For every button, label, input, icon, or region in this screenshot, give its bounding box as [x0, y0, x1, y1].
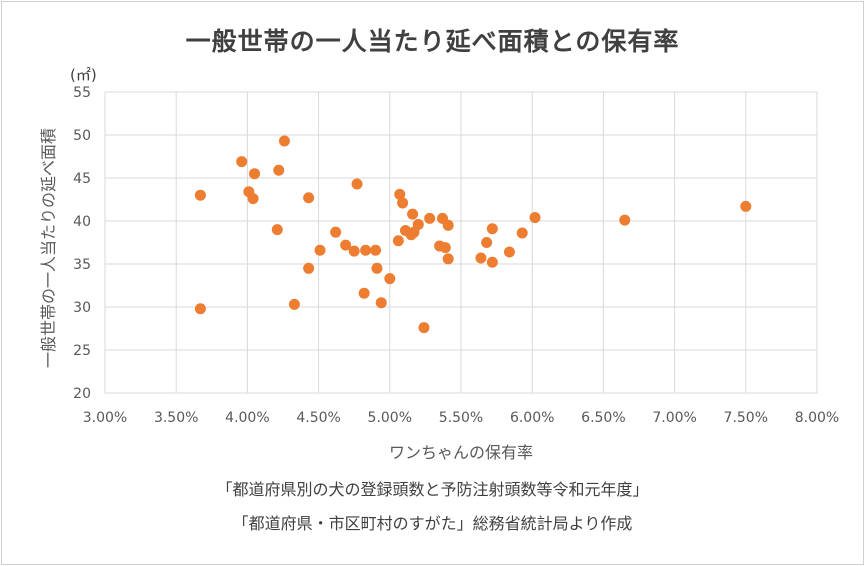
data-point [330, 226, 342, 238]
y-tick-label: 30 [73, 300, 91, 316]
data-point [439, 242, 451, 254]
source-note-2: 「都道府県・市区町村のすがた」総務省統計局より作成 [232, 514, 633, 533]
data-point [375, 297, 387, 309]
data-point [384, 273, 396, 285]
data-point [360, 244, 372, 256]
x-tick-label: 5.50% [439, 410, 483, 426]
x-tick-label: 4.50% [296, 410, 340, 426]
data-point [397, 197, 409, 209]
data-point [481, 237, 493, 248]
y-tick-label: 35 [73, 257, 91, 273]
data-point [407, 208, 419, 220]
data-point [303, 192, 315, 204]
y-unit-label: (㎡) [70, 66, 97, 84]
y-tick-label: 55 [73, 85, 91, 101]
data-point [358, 287, 370, 299]
y-tick-label: 20 [73, 386, 91, 402]
x-tick-label: 3.00% [83, 410, 127, 426]
data-point [273, 164, 285, 176]
x-axis-label: ワンちゃんの保有率 [389, 443, 533, 462]
x-tick-label: 7.00% [652, 410, 696, 426]
data-point [442, 253, 454, 265]
data-point [288, 298, 300, 310]
y-tick-labels: 20 25 30 35 40 45 50 55 [73, 85, 91, 402]
data-point [194, 189, 206, 201]
chart-title: 一般世帯の一人当たり延べ面積との保有率 [185, 27, 680, 56]
source-note-1: 「都道府県別の犬の登録頭数と予防注射頭数等令和元年度」 [216, 480, 649, 499]
x-tick-label: 6.00% [510, 410, 554, 426]
gridlines [104, 91, 818, 394]
y-tick-label: 50 [73, 128, 91, 144]
data-point [314, 244, 326, 256]
data-point [412, 218, 424, 230]
data-point [340, 239, 352, 251]
y-tick-label: 25 [73, 343, 91, 359]
data-point [740, 200, 752, 212]
x-tick-label: 3.50% [154, 410, 198, 426]
data-point [529, 212, 541, 224]
data-point [394, 188, 406, 200]
data-point [424, 212, 436, 224]
data-point [486, 256, 498, 268]
data-point [194, 303, 206, 315]
y-axis-label: 一般世帯の一人当たりの延べ面積 [39, 128, 58, 368]
data-point [370, 244, 382, 256]
data-point [418, 322, 430, 334]
data-point [249, 168, 261, 180]
y-tick-label: 40 [73, 214, 91, 230]
x-tick-label: 4.00% [225, 410, 269, 426]
data-point [348, 245, 360, 257]
x-tick-labels: 3.00% 3.50% 4.00% 4.50% 5.00% 5.50% 6.00% 6.50%… [83, 410, 839, 426]
data-point [475, 252, 487, 264]
x-tick-label: 5.00% [368, 410, 412, 426]
x-tick-label: 7.50% [724, 410, 768, 426]
data-point [371, 262, 383, 274]
x-tick-label: 8.00% [795, 410, 839, 426]
data-point [503, 246, 515, 258]
data-point [303, 262, 315, 274]
data-point [278, 135, 290, 147]
data-point [236, 156, 248, 168]
data-point [247, 193, 259, 205]
data-point [486, 223, 498, 235]
data-point [442, 219, 454, 231]
data-point [351, 178, 363, 190]
y-tick-label: 45 [73, 171, 91, 187]
data-points [194, 135, 752, 334]
data-point [271, 224, 283, 236]
data-point [619, 214, 631, 226]
x-tick-label: 6.50% [581, 410, 625, 426]
data-point [516, 227, 528, 239]
data-point [392, 235, 404, 247]
